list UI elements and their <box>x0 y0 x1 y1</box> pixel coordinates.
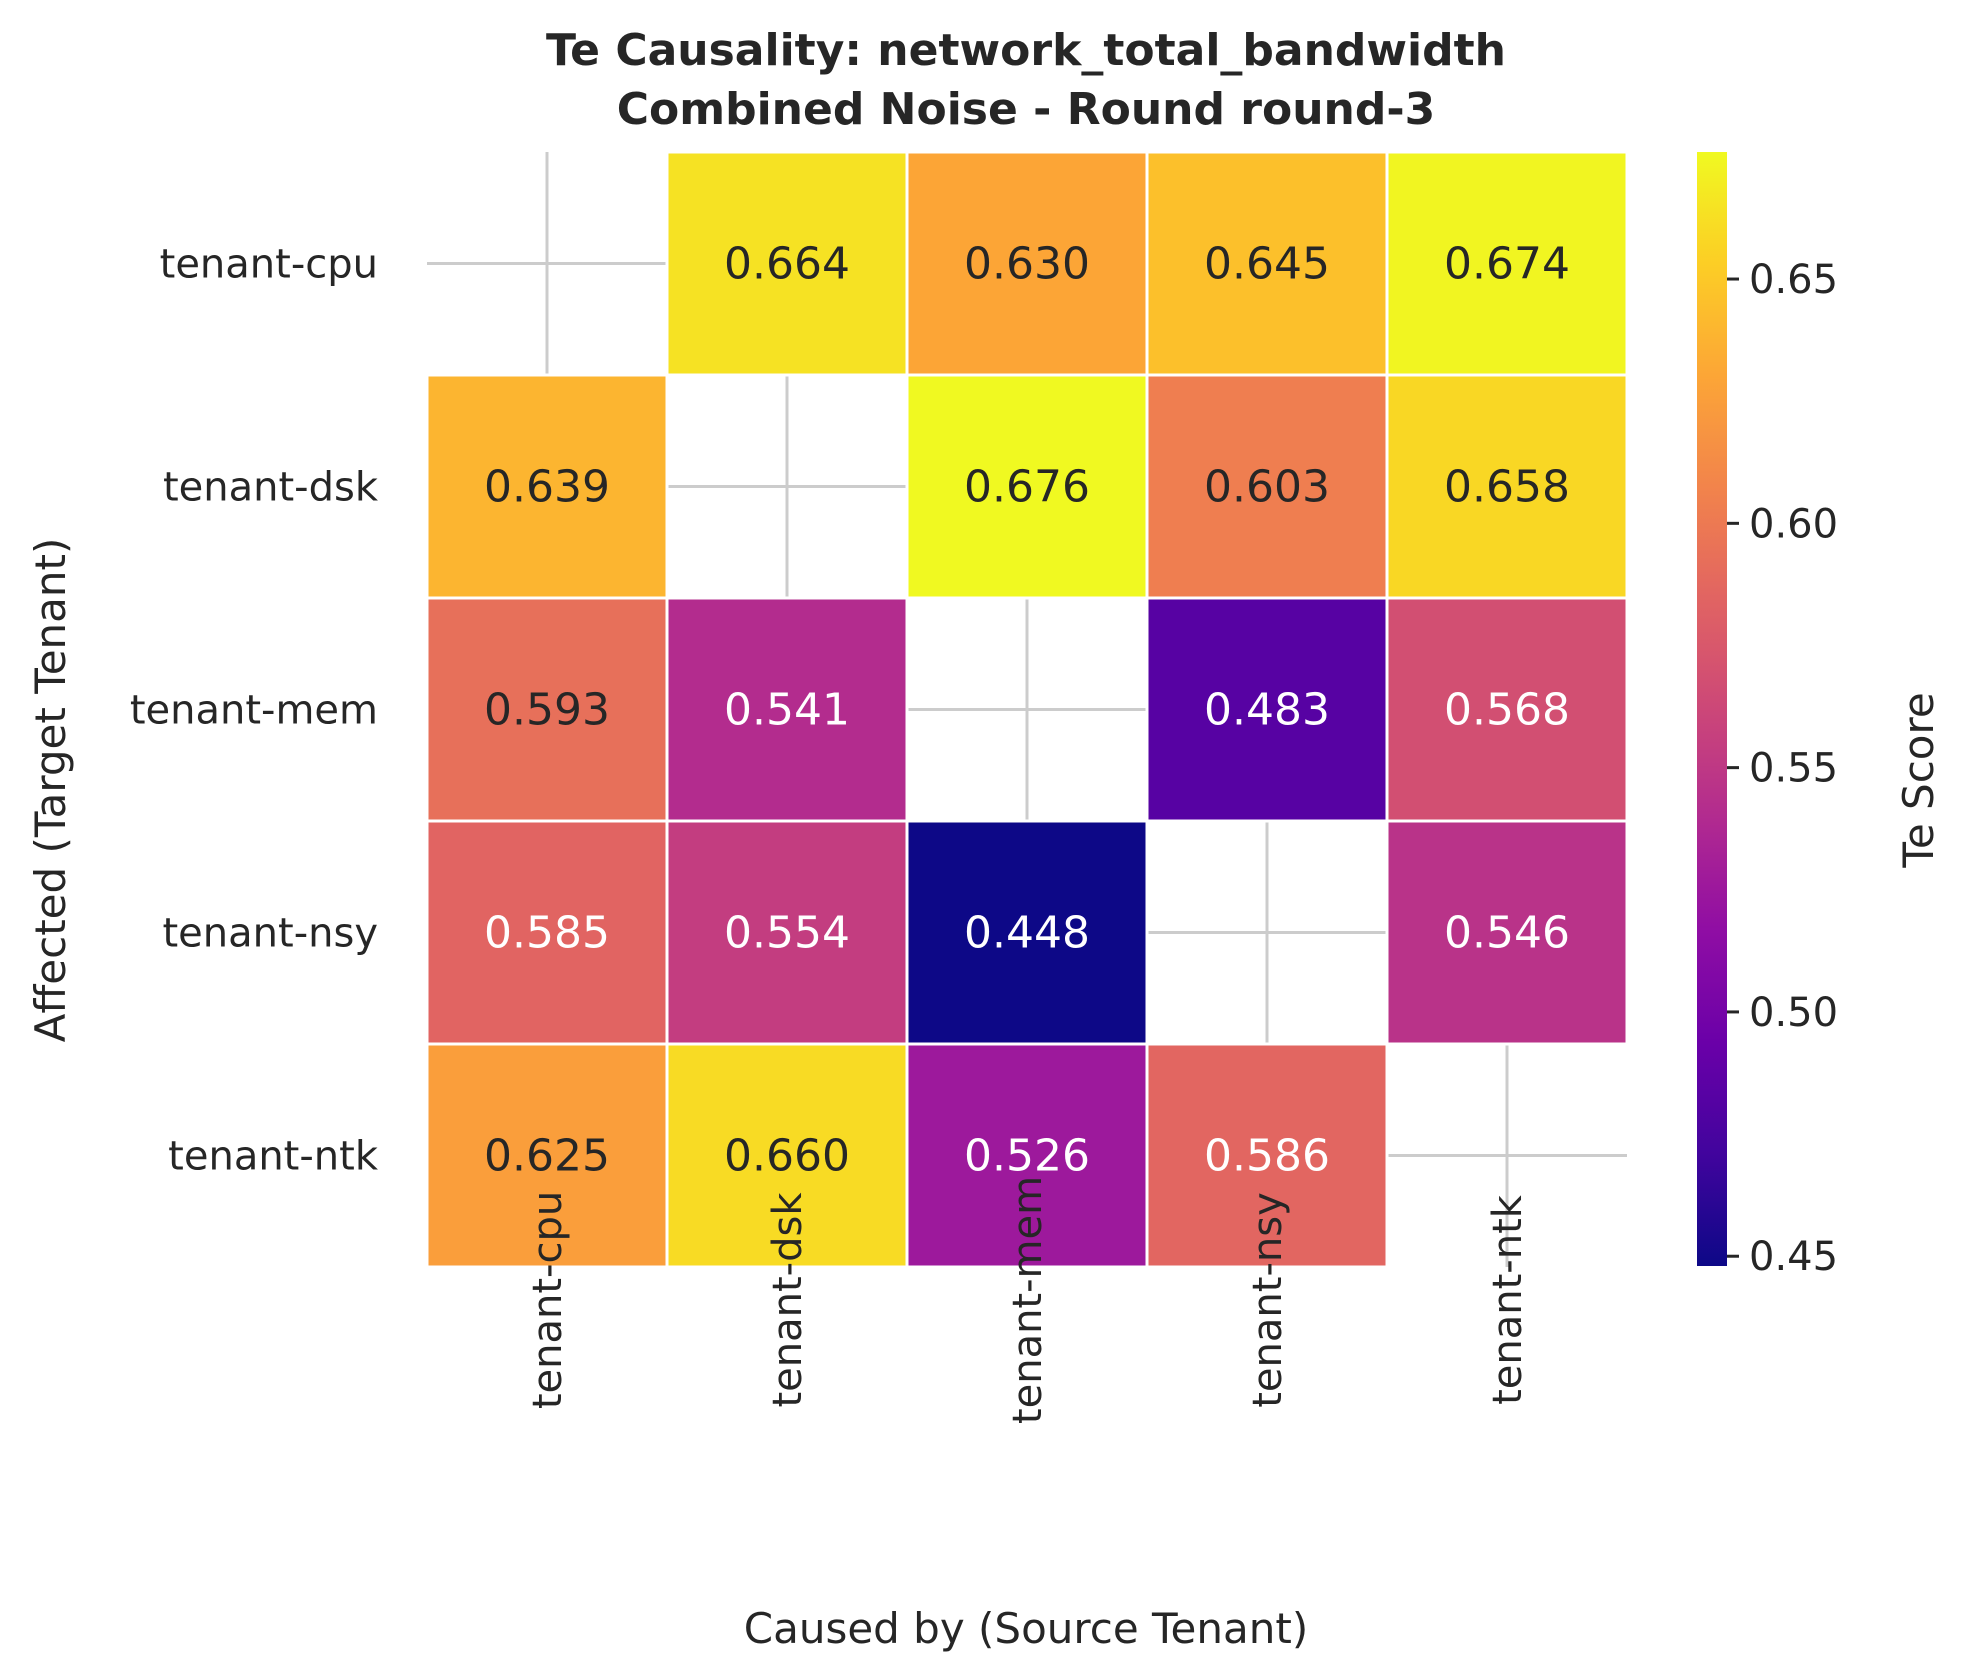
cell-value-label: 0.603 <box>1204 462 1330 513</box>
cell-value-label: 0.660 <box>724 1131 850 1182</box>
heatmap-cell <box>1145 596 1389 823</box>
x-tick-label: tenant-mem <box>1005 1176 1051 1424</box>
heatmap-cell <box>905 819 1149 1046</box>
x-axis-label: Caused by (Source Tenant) <box>744 1604 1308 1653</box>
heatmap-cell <box>425 819 669 1046</box>
cell-value-label: 0.526 <box>964 1131 1090 1182</box>
cell-value-label: 0.674 <box>1444 239 1570 290</box>
cell-value-label: 0.639 <box>484 462 610 513</box>
cell-value-label: 0.568 <box>1444 685 1570 736</box>
cell-value-label: 0.664 <box>724 239 850 290</box>
heatmap-cell <box>1385 596 1629 823</box>
chart-subtitle: Combined Noise - Round round-3 <box>617 84 1436 135</box>
heatmap-cells <box>425 150 1629 1269</box>
cell-value-label: 0.554 <box>724 908 850 959</box>
heatmap-cell <box>425 373 669 600</box>
heatmap-cell <box>425 596 669 823</box>
cell-value-label: 0.546 <box>1444 908 1570 959</box>
colorbar-gradient <box>1697 152 1727 1266</box>
x-tick-label: tenant-dsk <box>765 1192 811 1408</box>
y-axis-label: Affected (Target Tenant) <box>26 538 75 1043</box>
y-tick-label: tenant-nsy <box>163 911 379 957</box>
cell-value-label: 0.586 <box>1204 1131 1330 1182</box>
colorbar-tick-label: 0.60 <box>1749 501 1838 547</box>
heatmap-cell <box>1145 373 1389 600</box>
colorbar-tick-label: 0.50 <box>1749 990 1838 1036</box>
heatmap-cell <box>665 819 909 1046</box>
heatmap-cell <box>665 1042 909 1269</box>
cell-value-label: 0.658 <box>1444 462 1570 513</box>
cell-value-label: 0.645 <box>1204 239 1330 290</box>
cell-value-label: 0.541 <box>724 685 850 736</box>
colorbar: 0.45 0.50 0.55 0.60 0.65 <box>1697 152 1838 1280</box>
cell-value-label: 0.630 <box>964 239 1090 290</box>
heatmap-cell <box>905 1042 1149 1269</box>
heatmap-cell <box>1385 150 1629 377</box>
colorbar-label: Te Score <box>1894 692 1943 868</box>
cell-value-label: 0.625 <box>484 1131 610 1182</box>
colorbar-tick-label: 0.55 <box>1749 746 1838 792</box>
heatmap-cell <box>665 596 909 823</box>
y-tick-label: tenant-dsk <box>163 465 379 511</box>
cell-value-label: 0.585 <box>484 908 610 959</box>
colorbar-tick-label: 0.45 <box>1749 1234 1838 1280</box>
cell-value-label: 0.483 <box>1204 685 1330 736</box>
heatmap-cell <box>905 373 1149 600</box>
heatmap-cell <box>1145 1042 1389 1269</box>
cell-value-label: 0.448 <box>964 908 1090 959</box>
chart-title: Te Causality: network_total_bandwidth <box>546 25 1506 76</box>
cell-value-label: 0.593 <box>484 685 610 736</box>
x-tick-label: tenant-ntk <box>1485 1194 1531 1405</box>
heatmap-cell <box>1385 373 1629 600</box>
heatmap-cell <box>905 150 1149 377</box>
heatmap-cell <box>1385 819 1629 1046</box>
x-tick-label: tenant-nsy <box>1245 1192 1291 1408</box>
y-tick-labels: tenant-cpu tenant-dsk tenant-mem tenant-nsy… <box>130 242 379 1180</box>
y-tick-label: tenant-ntk <box>168 1134 379 1180</box>
colorbar-tick-label: 0.65 <box>1749 257 1838 303</box>
cell-value-labels: 0.664 0.630 0.645 0.674 0.639 0.676 0.603 0.658… <box>484 239 1570 1182</box>
x-tick-labels: tenant-cpu tenant-dsk tenant-mem tenant-nsy… <box>525 1176 1531 1424</box>
cell-value-label: 0.676 <box>964 462 1090 513</box>
x-tick-label: tenant-cpu <box>525 1191 571 1409</box>
y-tick-label: tenant-cpu <box>160 242 378 288</box>
heatmap-cell <box>425 1042 669 1269</box>
y-tick-label: tenant-mem <box>130 688 378 734</box>
